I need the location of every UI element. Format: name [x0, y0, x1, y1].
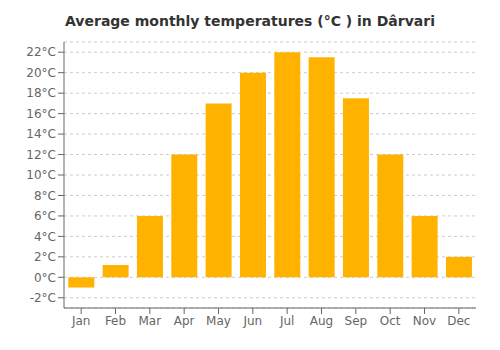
svg-text:Jun: Jun	[242, 314, 262, 328]
svg-text:Feb: Feb	[105, 314, 126, 328]
svg-text:8°C: 8°C	[34, 189, 56, 203]
svg-text:Mar: Mar	[139, 314, 162, 328]
svg-text:May: May	[206, 314, 231, 328]
svg-text:0°C: 0°C	[34, 271, 56, 285]
html-text:Average monthly temperatures (: Average monthly temperatures (°C ) in Dâ…	[65, 13, 435, 29]
svg-text:-2°C: -2°C	[30, 291, 56, 305]
svg-text:Aug: Aug	[310, 314, 333, 328]
svg-text:16°C: 16°C	[26, 107, 56, 121]
svg-text:Apr: Apr	[174, 314, 195, 328]
svg-text:6°C: 6°C	[34, 209, 56, 223]
svg-text:10°C: 10°C	[26, 168, 56, 182]
svg-text:4°C: 4°C	[34, 230, 56, 244]
svg-text:Dec: Dec	[447, 314, 470, 328]
svg-text:Jan: Jan	[71, 314, 91, 328]
svg-text:Nov: Nov	[413, 314, 436, 328]
svg-text:Oct: Oct	[380, 314, 401, 328]
svg-text:18°C: 18°C	[26, 86, 56, 100]
svg-text:Jul: Jul	[279, 314, 294, 328]
svg-text:14°C: 14°C	[26, 127, 56, 141]
svg-text:2°C: 2°C	[34, 250, 56, 264]
svg-text:22°C: 22°C	[26, 45, 56, 59]
svg-text:12°C: 12°C	[26, 148, 56, 162]
svg-text:20°C: 20°C	[26, 66, 56, 80]
svg-text:Sep: Sep	[345, 314, 368, 328]
